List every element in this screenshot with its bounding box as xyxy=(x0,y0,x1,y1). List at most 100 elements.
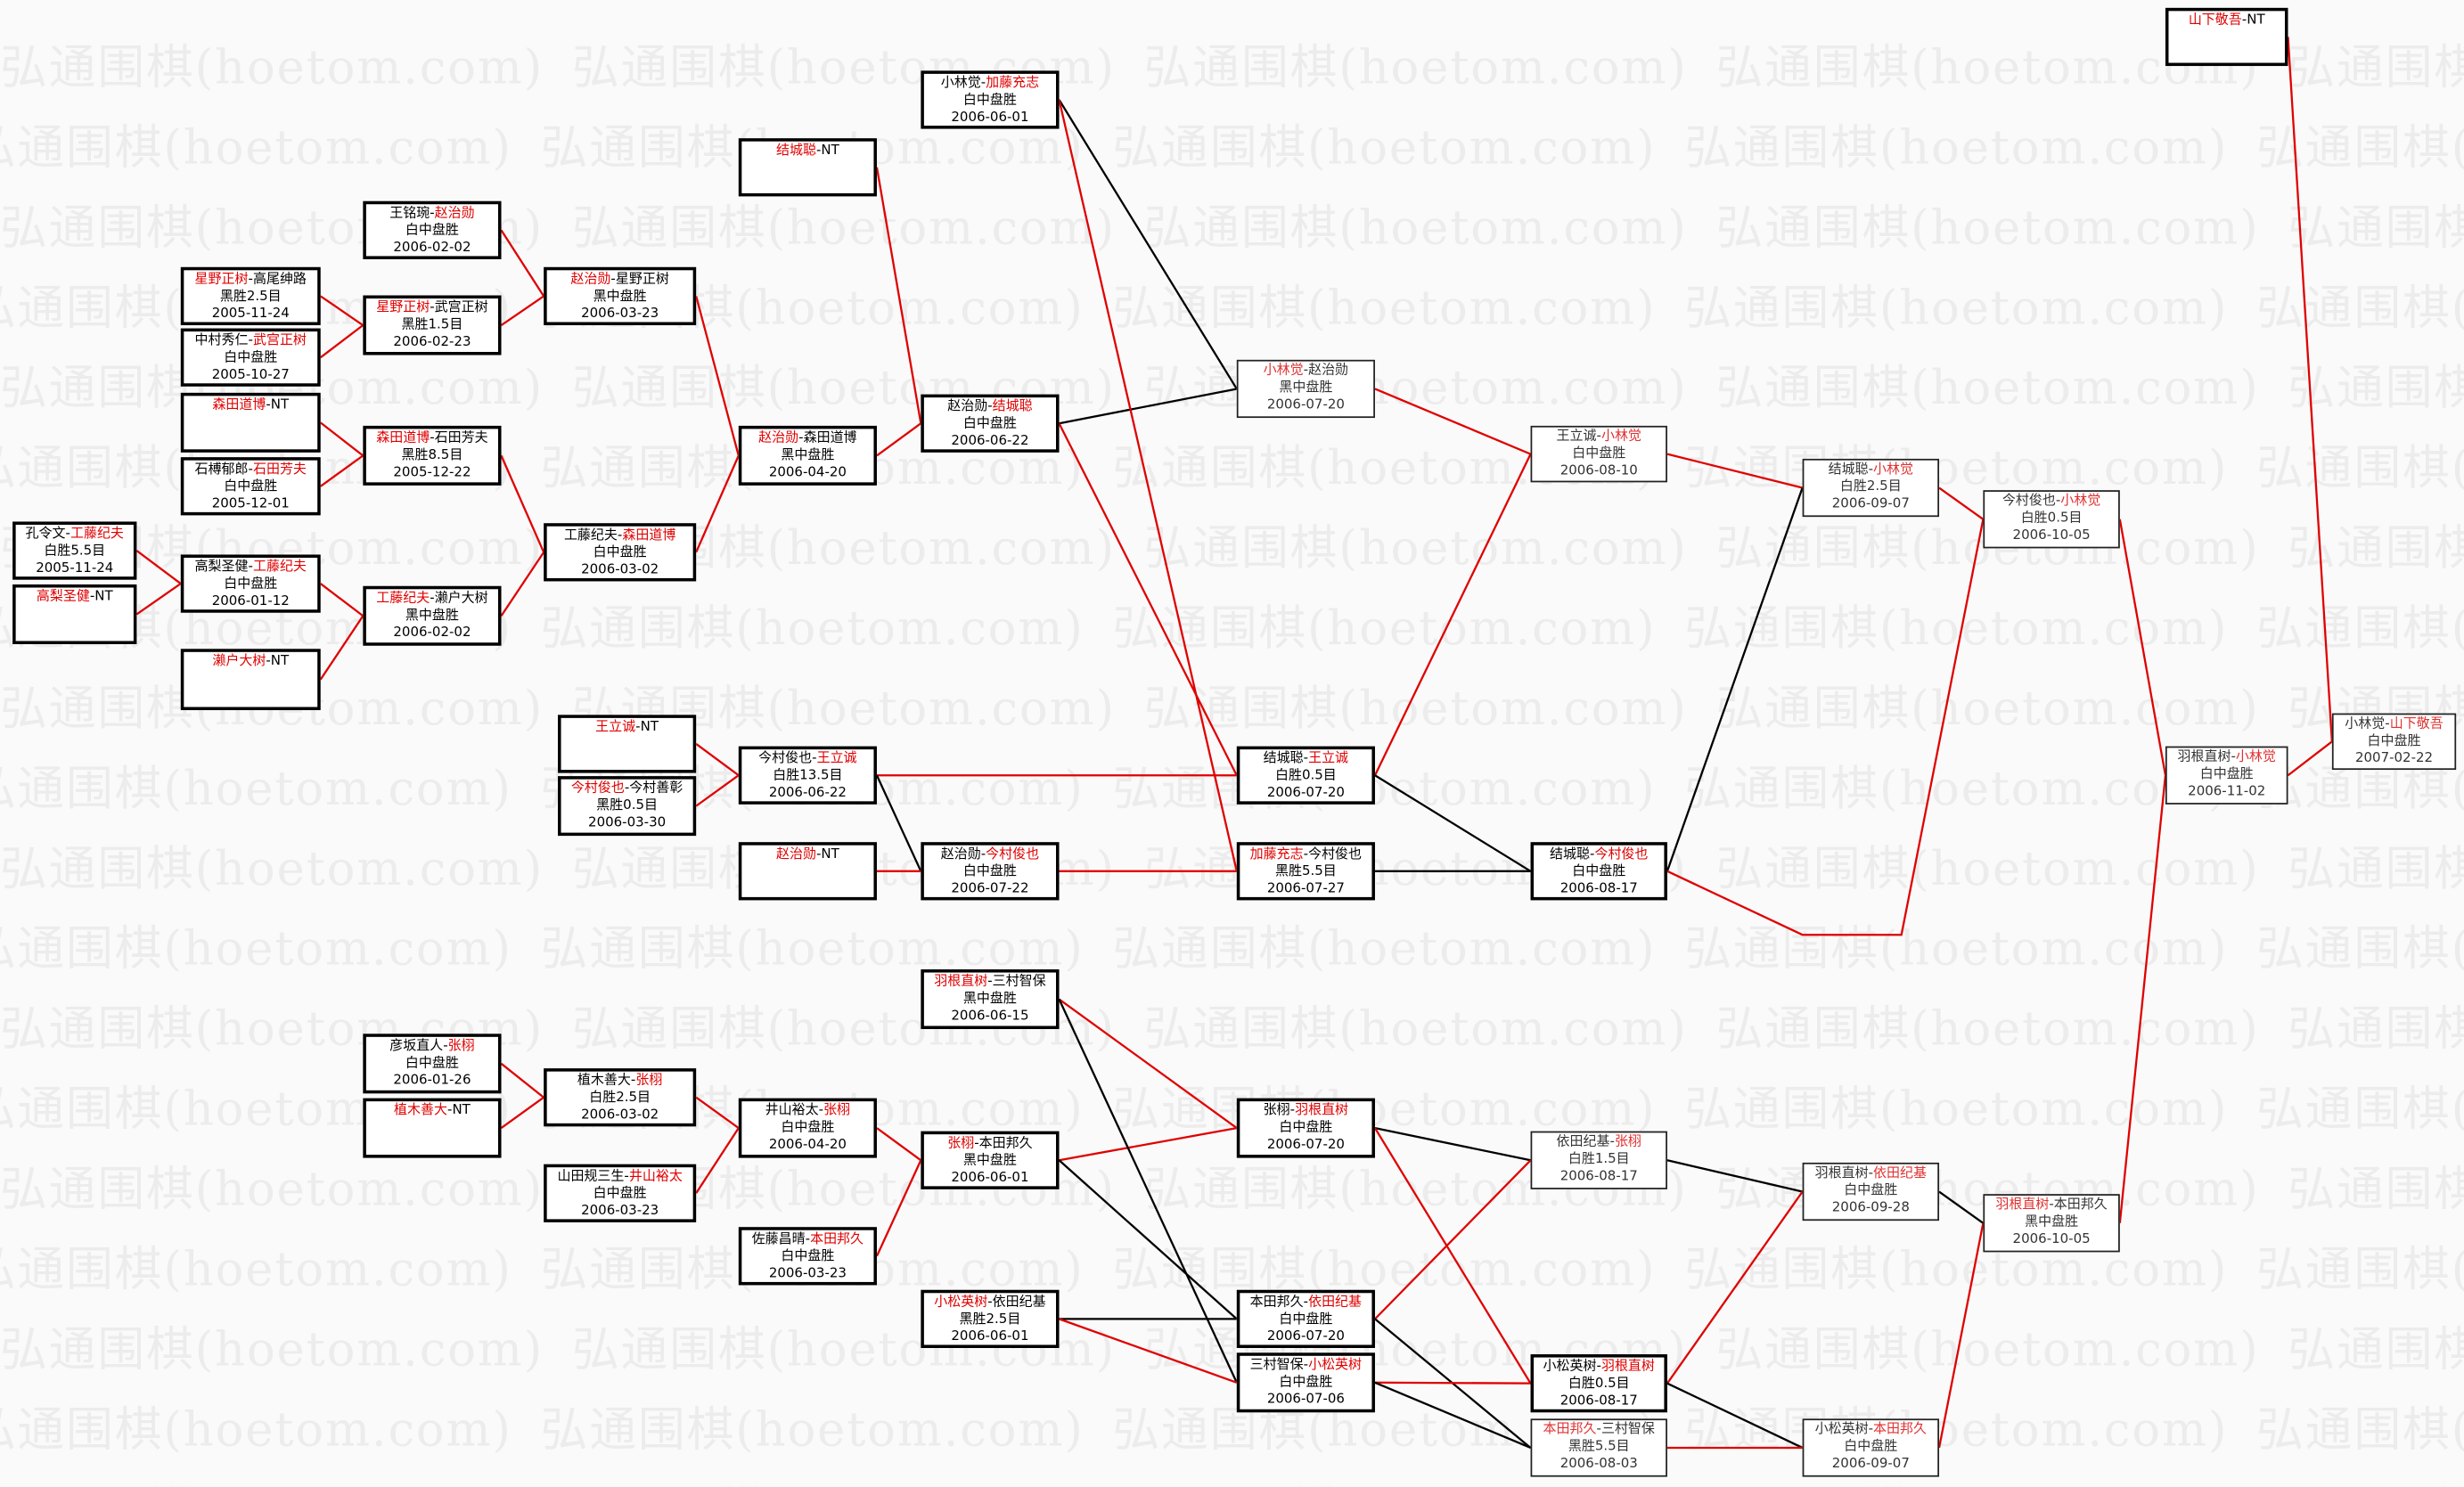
match-players: 加藤充志-今村俊也 xyxy=(1240,846,1371,863)
watermark-text: 弘通围棋(hoetom.com) xyxy=(1715,361,2260,417)
match-box: 三村智保-小松英树 白中盘胜 2006-07-06 xyxy=(1236,1352,1375,1413)
player-1: 山田规三生 xyxy=(557,1168,625,1185)
watermark-text: 弘通围棋(hoetom.com) xyxy=(1143,40,1688,96)
player-2: 井山裕太 xyxy=(628,1168,683,1185)
separator: - xyxy=(2055,493,2061,510)
winner-connector xyxy=(1059,1126,1237,1162)
winner-connector xyxy=(500,295,544,326)
match-players: 羽根直树-依田纪基 xyxy=(1804,1165,1937,1182)
player-2: 石田芳夫 xyxy=(434,430,488,446)
watermark-text: 弘通围棋(hoetom.com) xyxy=(572,1483,1116,1487)
separator: - xyxy=(1303,363,1309,379)
match-date: 2005-10-27 xyxy=(211,367,290,384)
match-box: 今村俊也-王立诚 白胜13.5目 2006-06-22 xyxy=(738,746,877,805)
player-1: 工藤纪夫 xyxy=(563,527,618,544)
winner-connector xyxy=(1373,453,1532,776)
loser-connector xyxy=(1938,1190,1985,1224)
winner-connector xyxy=(875,1159,922,1257)
player-2: 本田邦久 xyxy=(810,1231,864,1248)
match-date: 2006-09-07 xyxy=(1831,1456,1910,1473)
match-date: 2006-06-15 xyxy=(951,1009,1029,1025)
player-1: 张栩 xyxy=(1263,1102,1290,1119)
loser-connector xyxy=(1058,99,1238,390)
winner-connector xyxy=(1374,1381,1531,1385)
watermark-text: 弘通围棋(hoetom.com) xyxy=(0,842,544,897)
player-2: 加藤充志 xyxy=(986,75,1040,92)
player-2: 本田邦久 xyxy=(2053,1197,2108,1213)
match-players: 植木善大-张栩 xyxy=(547,1073,693,1090)
match-date: 2006-09-28 xyxy=(1831,1200,1910,1216)
match-date: 2006-04-20 xyxy=(768,464,847,481)
player-2: 张栩 xyxy=(447,1038,475,1055)
match-date: 2006-07-20 xyxy=(1266,1137,1345,1154)
player-1: 森田道博 xyxy=(376,430,430,446)
match-box: 结城聪-王立诚 白胜0.5目 2006-07-20 xyxy=(1236,746,1375,805)
player-2: 羽根直树 xyxy=(1600,1359,1655,1375)
winner-connector xyxy=(695,743,740,777)
match-players: 本田邦久-三村智保 xyxy=(1532,1422,1666,1439)
player-1: 羽根直树 xyxy=(1814,1165,1869,1182)
separator: - xyxy=(2049,1197,2054,1213)
watermark-text: 弘通围棋(hoetom.com) xyxy=(0,1162,544,1218)
match-box: 今村俊也-小林觉 白胜0.5目 2006-10-05 xyxy=(1983,490,2120,549)
loser-connector xyxy=(875,774,922,872)
separator: - xyxy=(610,272,616,288)
winner-connector xyxy=(320,295,364,326)
match-box: 小松英树-羽根直树 白胜0.5目 2006-08-17 xyxy=(1530,1354,1667,1413)
watermark-text: 弘通围棋(hoetom.com) xyxy=(1112,1082,1657,1138)
watermark-text: 弘通围棋(hoetom.com) xyxy=(1112,281,1657,337)
match-box: 王立诚-小林觉 白中盘胜 2006-08-10 xyxy=(1530,425,1667,483)
match-date: 2006-07-27 xyxy=(1266,881,1345,897)
watermark-text: 弘通围棋(hoetom.com) xyxy=(2256,922,2464,977)
winner-connector xyxy=(1666,1190,1804,1385)
player-2: 山下敬吾 xyxy=(2389,716,2444,732)
watermark-row: 弘通围棋(hoetom.com) 弘通围棋(hoetom.com) 弘通围棋(hoe… xyxy=(0,990,2464,1059)
watermark-text: 弘通围棋(hoetom.com) xyxy=(2288,1002,2464,1058)
watermark-text: 弘通围棋(hoetom.com) xyxy=(2288,40,2464,96)
player-2: 濑户大树 xyxy=(434,591,488,607)
match-players: 王铭琬-赵治勋 xyxy=(366,206,498,223)
match-box: 羽根直树-依田纪基 白中盘胜 2006-09-28 xyxy=(1802,1162,1940,1221)
match-date: 2006-10-05 xyxy=(2012,1231,2091,1248)
player-2: 森田道博 xyxy=(622,527,676,544)
player-1: 今村俊也 xyxy=(758,750,813,767)
watermark-row: 弘通围棋(hoetom.com) 弘通围棋(hoetom.com) 弘通围棋(hoe… xyxy=(0,589,2464,658)
separator: - xyxy=(1596,429,1601,445)
watermark-text: 弘通围棋(hoetom.com) xyxy=(1715,842,2260,897)
match-result: 黑中盘胜 xyxy=(781,447,835,464)
separator: - xyxy=(1289,1102,1296,1119)
player-1: 濑户大树 xyxy=(212,653,266,670)
winner-connector xyxy=(135,550,182,585)
match-box: 依田纪基-张栩 白胜1.5目 2006-08-17 xyxy=(1530,1131,1667,1189)
player-1: 小松英树 xyxy=(934,1295,988,1311)
match-result: 白中盘胜 xyxy=(781,1120,835,1136)
player-1: 三村智保 xyxy=(1249,1357,1304,1374)
match-result: 黑胜8.5目 xyxy=(401,447,463,464)
player-2: 三村智保 xyxy=(992,974,1046,990)
separator: - xyxy=(818,1102,824,1119)
watermark-text: 弘通围棋(hoetom.com) xyxy=(1684,1402,2229,1458)
match-date: 2006-03-02 xyxy=(581,562,659,578)
watermark-text: 弘通围棋(hoetom.com) xyxy=(2288,200,2464,257)
match-date: 2007-02-22 xyxy=(2354,750,2434,767)
match-box: 羽根直树-本田邦久 黑中盘胜 2006-10-05 xyxy=(1983,1194,2120,1253)
winner-connector xyxy=(319,615,364,681)
winner-connector xyxy=(1058,422,1238,776)
winner-connector xyxy=(876,1127,922,1162)
match-players: 井山裕太-张栩 xyxy=(741,1103,873,1120)
match-date: 2006-03-23 xyxy=(581,1203,659,1220)
watermark-text: 弘通围棋(hoetom.com) xyxy=(1684,120,2229,176)
match-players: 赵治勋-星野正树 xyxy=(547,272,693,289)
player-2: NT xyxy=(640,719,659,736)
match-players: 佐藤昌晴-本田邦久 xyxy=(741,1231,873,1248)
match-date: 2006-04-20 xyxy=(768,1137,847,1154)
match-box: 本田邦久-依田纪基 白中盘胜 2006-07-20 xyxy=(1236,1289,1375,1348)
loser-connector xyxy=(1374,774,1532,872)
match-box: 小林觉-山下敬吾 白中盘胜 2007-02-22 xyxy=(2331,713,2457,771)
match-box: 赵治勋-今村俊也 白中盘胜 2006-07-22 xyxy=(921,842,1060,901)
match-players: 孔令文-工藤纪夫 xyxy=(16,527,134,543)
watermark-text: 弘通围棋(hoetom.com) xyxy=(1715,1483,2259,1487)
player-1: 赵治勋 xyxy=(947,398,988,415)
player-2: 羽根直树 xyxy=(1295,1102,1349,1119)
watermark-text: 弘通围棋(hoetom.com) xyxy=(1715,1322,2260,1378)
